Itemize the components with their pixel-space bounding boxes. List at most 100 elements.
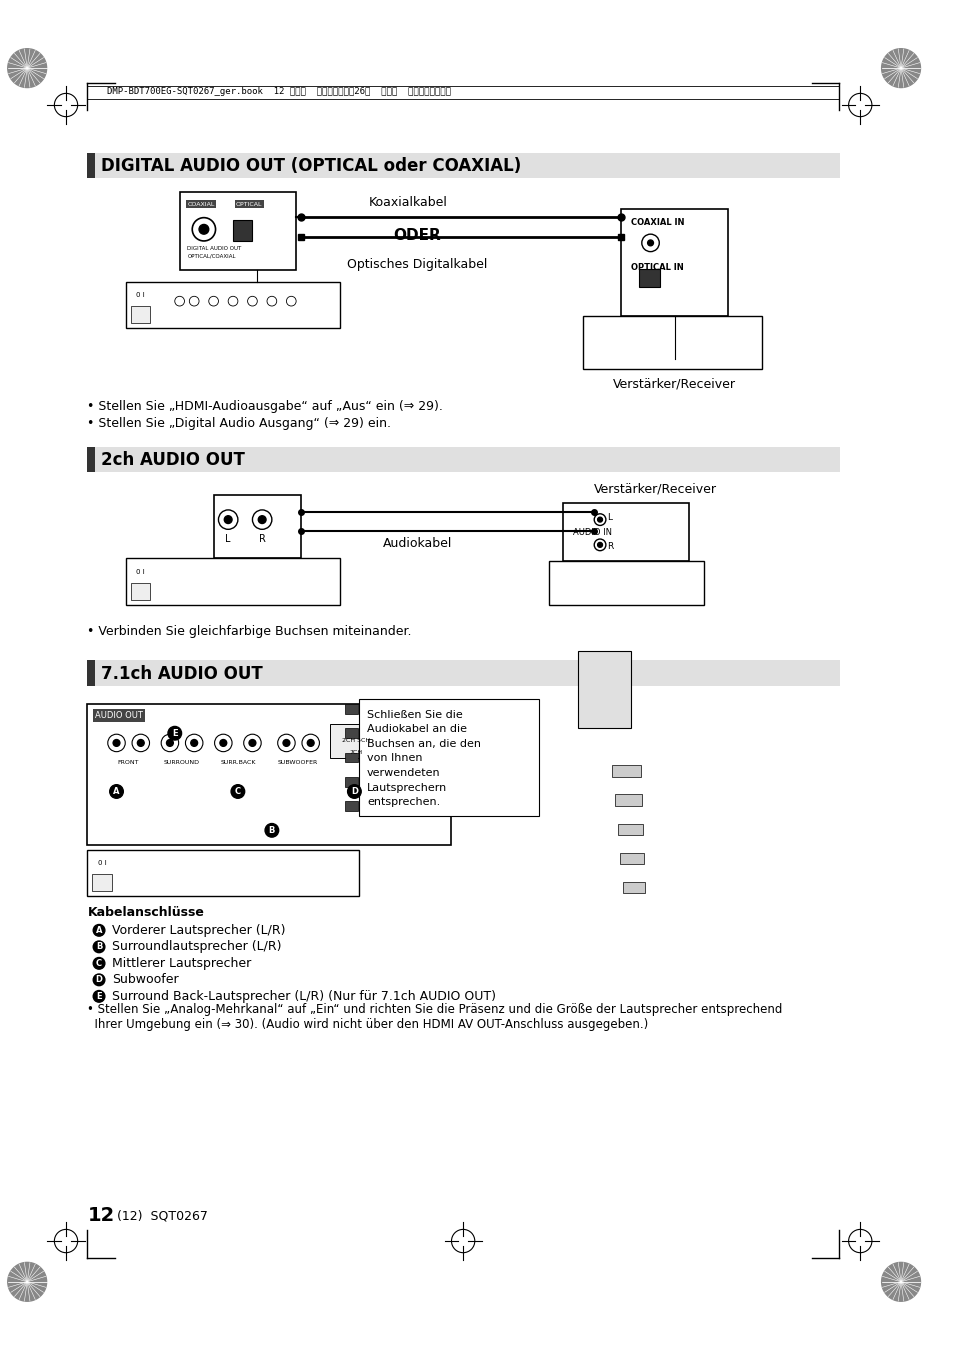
Bar — [617, 824, 642, 836]
Text: A: A — [113, 787, 120, 795]
Circle shape — [647, 240, 653, 245]
Bar — [88, 152, 95, 178]
Text: E: E — [172, 729, 177, 737]
Text: verwendeten: verwendeten — [367, 768, 440, 778]
Bar — [88, 661, 839, 686]
Circle shape — [137, 740, 144, 747]
Text: Verstärker/Receiver: Verstärker/Receiver — [594, 483, 716, 495]
Text: R: R — [258, 534, 265, 545]
Bar — [88, 446, 839, 472]
Text: • Stellen Sie „HDMI-Audioausgabe“ auf „Aus“ ein (⇒ 29).: • Stellen Sie „HDMI-Audioausgabe“ auf „A… — [88, 399, 443, 412]
Circle shape — [191, 740, 197, 747]
Circle shape — [302, 735, 319, 752]
Bar — [344, 728, 358, 739]
Bar — [344, 801, 358, 811]
Text: Kabelanschlüsse: Kabelanschlüsse — [88, 906, 204, 919]
Bar — [622, 882, 644, 894]
Bar — [179, 193, 295, 270]
Bar — [126, 558, 339, 605]
Text: AUDIO OUT: AUDIO OUT — [95, 712, 143, 720]
Circle shape — [113, 740, 120, 747]
Circle shape — [220, 740, 227, 747]
Bar — [619, 853, 643, 864]
Circle shape — [132, 735, 150, 752]
Text: E: E — [96, 992, 102, 1000]
Bar — [213, 495, 301, 558]
Text: SURROUND: SURROUND — [163, 760, 199, 764]
Bar — [126, 282, 339, 329]
Bar — [131, 582, 151, 600]
Bar — [88, 849, 359, 896]
Bar — [344, 752, 358, 763]
Circle shape — [110, 785, 123, 798]
Text: L: L — [606, 514, 611, 522]
Text: DMP-BDT700EG-SQT0267_ger.book  12 ページ  ２０１４年５月26日  金曜日  午前１１時１８分: DMP-BDT700EG-SQT0267_ger.book 12 ページ ２０１… — [107, 86, 451, 96]
Circle shape — [214, 735, 232, 752]
Text: 7CH: 7CH — [350, 749, 362, 755]
Bar — [330, 724, 383, 758]
Bar — [614, 794, 641, 806]
Text: Ihrer Umgebung ein (⇒ 30). (Audio wird nicht über den HDMI AV OUT-Anschluss ausg: Ihrer Umgebung ein (⇒ 30). (Audio wird n… — [88, 1018, 648, 1031]
Circle shape — [347, 785, 361, 798]
Bar — [582, 315, 761, 369]
Text: 0 I: 0 I — [97, 860, 106, 867]
Bar — [88, 152, 839, 178]
Text: COAXIAL: COAXIAL — [187, 202, 214, 206]
Bar — [88, 661, 95, 686]
Bar — [344, 704, 358, 714]
Text: von Ihnen: von Ihnen — [367, 754, 422, 763]
Text: C: C — [234, 787, 241, 795]
Text: COAXIAL IN: COAXIAL IN — [631, 218, 684, 226]
Text: entsprechen.: entsprechen. — [367, 797, 439, 807]
Text: Surround Back-Lautsprecher (L/R) (Nur für 7.1ch AUDIO OUT): Surround Back-Lautsprecher (L/R) (Nur fü… — [112, 989, 496, 1003]
Text: DIGITAL AUDIO OUT (OPTICAL oder COAXIAL): DIGITAL AUDIO OUT (OPTICAL oder COAXIAL) — [101, 158, 520, 175]
Text: B: B — [269, 826, 274, 834]
Polygon shape — [8, 1262, 47, 1301]
Circle shape — [167, 740, 173, 747]
Bar — [548, 561, 703, 605]
Text: B: B — [95, 942, 102, 952]
Circle shape — [93, 925, 105, 936]
Bar — [639, 270, 659, 287]
Text: Schließen Sie die: Schließen Sie die — [367, 710, 462, 720]
Circle shape — [283, 740, 290, 747]
Text: SUBWOOFER: SUBWOOFER — [277, 760, 318, 764]
Circle shape — [243, 735, 261, 752]
Text: • Verbinden Sie gleichfarbige Buchsen miteinander.: • Verbinden Sie gleichfarbige Buchsen mi… — [88, 624, 412, 638]
Circle shape — [265, 824, 278, 837]
Text: Koaxialkabel: Koaxialkabel — [368, 195, 447, 209]
Circle shape — [161, 735, 178, 752]
Bar — [88, 446, 95, 472]
Circle shape — [108, 735, 125, 752]
Circle shape — [307, 740, 314, 747]
Text: DIGITAL AUDIO OUT: DIGITAL AUDIO OUT — [187, 247, 241, 251]
Text: Audiokabel an die: Audiokabel an die — [367, 724, 467, 735]
Polygon shape — [881, 49, 920, 88]
Text: Surroundlautsprecher (L/R): Surroundlautsprecher (L/R) — [112, 941, 281, 953]
Bar — [92, 874, 112, 891]
Text: 0 I: 0 I — [136, 293, 145, 298]
Circle shape — [597, 518, 602, 522]
Text: ODER: ODER — [394, 228, 441, 243]
Text: Buchsen an, die den: Buchsen an, die den — [367, 739, 480, 749]
Text: C: C — [96, 958, 102, 968]
Text: 2CH 5CH: 2CH 5CH — [342, 737, 370, 743]
Text: OPTICAL/COAXIAL: OPTICAL/COAXIAL — [187, 253, 235, 259]
Text: OPTICAL: OPTICAL — [235, 202, 262, 206]
Text: D: D — [95, 976, 102, 984]
Bar — [611, 766, 640, 776]
Text: AUDIO IN: AUDIO IN — [572, 527, 611, 537]
Text: R: R — [606, 542, 613, 551]
Circle shape — [224, 516, 232, 523]
Circle shape — [231, 785, 244, 798]
Text: A: A — [95, 926, 102, 934]
Circle shape — [199, 225, 209, 235]
Text: 12: 12 — [88, 1206, 114, 1225]
Circle shape — [277, 735, 294, 752]
Bar — [578, 651, 631, 728]
Text: L: L — [225, 534, 231, 545]
Text: Mittlerer Lautsprecher: Mittlerer Lautsprecher — [112, 957, 251, 969]
Circle shape — [93, 941, 105, 953]
Text: 7.1ch AUDIO OUT: 7.1ch AUDIO OUT — [101, 665, 262, 683]
Bar — [359, 700, 538, 816]
